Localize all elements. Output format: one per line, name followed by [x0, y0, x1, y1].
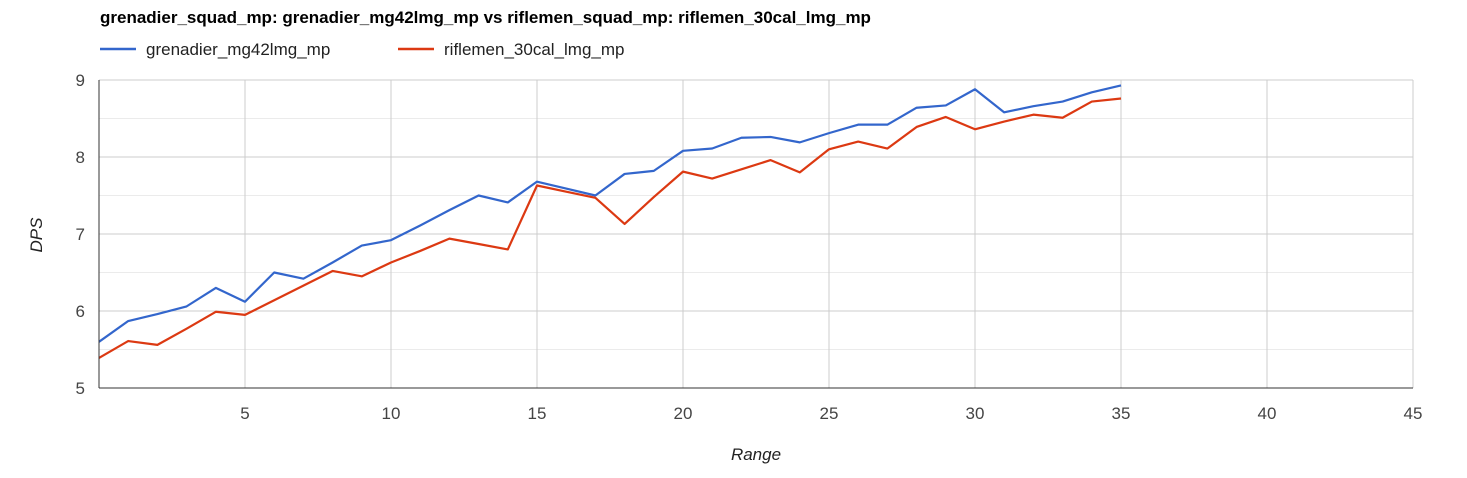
tick-labels: 5 6 7 8 9 5 10 15 20 25 30 35 40 45 [76, 71, 1423, 423]
y-tick-label: 8 [76, 148, 85, 167]
x-tick-label: 30 [966, 404, 985, 423]
series-group [98, 84, 1122, 359]
x-tick-label: 25 [820, 404, 839, 423]
y-tick-label: 9 [76, 71, 85, 90]
x-tick-label: 5 [240, 404, 249, 423]
legend-label-riflemen[interactable]: riflemen_30cal_lmg_mp [444, 40, 624, 59]
x-tick-label: 15 [528, 404, 547, 423]
x-tick-label: 35 [1112, 404, 1131, 423]
series-line-riflemen-30cal-lmg-mp[interactable] [98, 97, 1122, 359]
x-tick-label: 10 [382, 404, 401, 423]
legend: grenadier_mg42lmg_mp riflemen_30cal_lmg_… [100, 40, 624, 59]
x-tick-label: 40 [1258, 404, 1277, 423]
x-tick-label: 20 [674, 404, 693, 423]
y-tick-label: 5 [76, 379, 85, 398]
grid [99, 79, 1414, 388]
y-tick-label: 6 [76, 302, 85, 321]
x-axis-label: Range [731, 445, 781, 464]
chart-title: grenadier_squad_mp: grenadier_mg42lmg_mp… [100, 8, 871, 27]
x-tick-label: 45 [1404, 404, 1423, 423]
series-line-grenadier-mg42lmg-mp[interactable] [98, 84, 1122, 343]
axes [98, 80, 1413, 389]
legend-label-grenadier[interactable]: grenadier_mg42lmg_mp [146, 40, 330, 59]
y-axis-label: DPS [27, 217, 46, 253]
y-tick-label: 7 [76, 225, 85, 244]
